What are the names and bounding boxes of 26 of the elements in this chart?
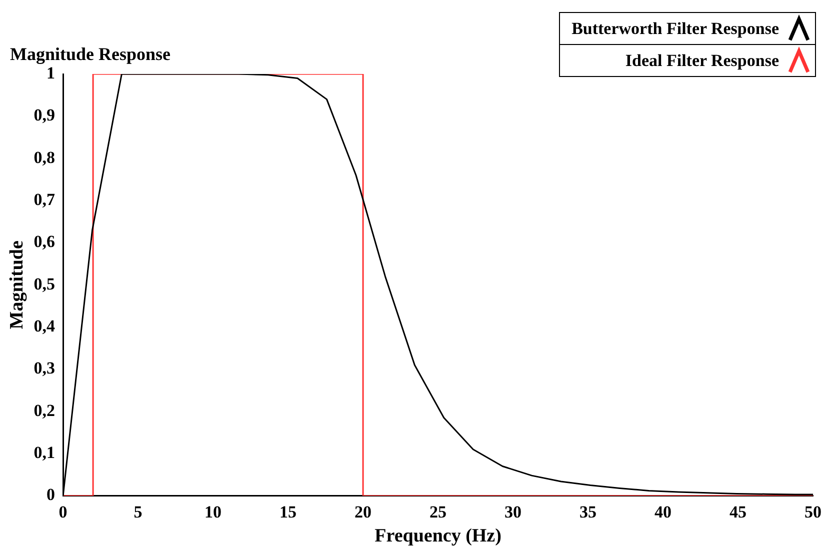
x-tick-label: 5 (134, 502, 142, 522)
y-tick-label: 1 (46, 63, 56, 82)
y-tick-label: 0,3 (34, 358, 56, 378)
y-tick-label: 0 (46, 485, 56, 504)
y-tick-label: 0,1 (34, 443, 56, 462)
x-tick-label: 45 (730, 502, 747, 522)
x-tick-label: 10 (204, 502, 222, 522)
y-tick-label: 0,7 (34, 190, 56, 209)
x-tick-label: 50 (804, 502, 822, 522)
x-tick-label: 15 (280, 502, 297, 522)
y-tick-label: 0,5 (34, 274, 56, 294)
y-axis-title: Magnitude (6, 240, 28, 330)
y-tick-label: 0,9 (34, 106, 56, 125)
x-tick-label: 35 (580, 502, 597, 522)
x-axis-title: Frequency (Hz) (374, 526, 502, 547)
x-tick-label: 30 (504, 502, 522, 522)
y-tick-label: 0,4 (34, 316, 56, 336)
legend-label: Butterworth Filter Response (572, 18, 779, 38)
y-tick-label: 0,8 (34, 148, 56, 167)
x-tick-label: 40 (654, 502, 672, 522)
legend-label: Ideal Filter Response (625, 50, 779, 70)
y-tick-label: 0,6 (34, 232, 56, 252)
y-tick-label: 0,2 (34, 400, 56, 420)
x-tick-label: 20 (354, 502, 372, 522)
chart-title: Magnitude Response (10, 44, 171, 65)
x-tick-label: 25 (430, 502, 447, 522)
